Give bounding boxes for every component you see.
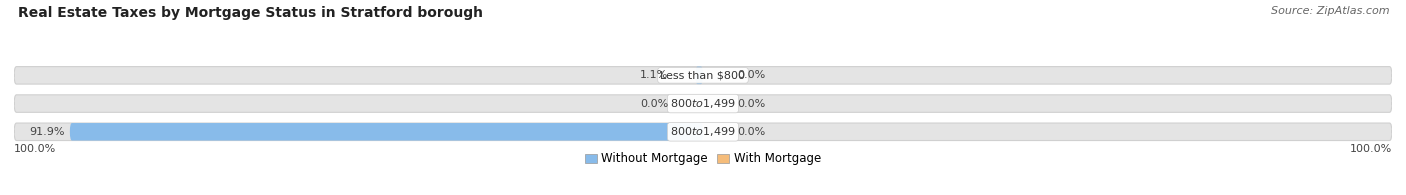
FancyBboxPatch shape	[70, 123, 703, 141]
FancyBboxPatch shape	[14, 123, 1392, 141]
Text: 0.0%: 0.0%	[738, 70, 766, 80]
Text: 100.0%: 100.0%	[1350, 144, 1392, 154]
Text: 91.9%: 91.9%	[30, 127, 65, 137]
Text: Real Estate Taxes by Mortgage Status in Stratford borough: Real Estate Taxes by Mortgage Status in …	[18, 6, 484, 20]
Text: $800 to $1,499: $800 to $1,499	[671, 125, 735, 138]
Text: 0.0%: 0.0%	[738, 98, 766, 109]
Text: 0.0%: 0.0%	[738, 127, 766, 137]
Text: 0.0%: 0.0%	[640, 98, 669, 109]
Text: $800 to $1,499: $800 to $1,499	[671, 97, 735, 110]
FancyBboxPatch shape	[14, 67, 1392, 84]
FancyBboxPatch shape	[696, 67, 703, 84]
Text: Less than $800: Less than $800	[661, 70, 745, 80]
Text: 100.0%: 100.0%	[14, 144, 56, 154]
Legend: Without Mortgage, With Mortgage: Without Mortgage, With Mortgage	[581, 148, 825, 170]
Text: Source: ZipAtlas.com: Source: ZipAtlas.com	[1271, 6, 1389, 16]
FancyBboxPatch shape	[14, 95, 1392, 112]
Text: 1.1%: 1.1%	[640, 70, 669, 80]
